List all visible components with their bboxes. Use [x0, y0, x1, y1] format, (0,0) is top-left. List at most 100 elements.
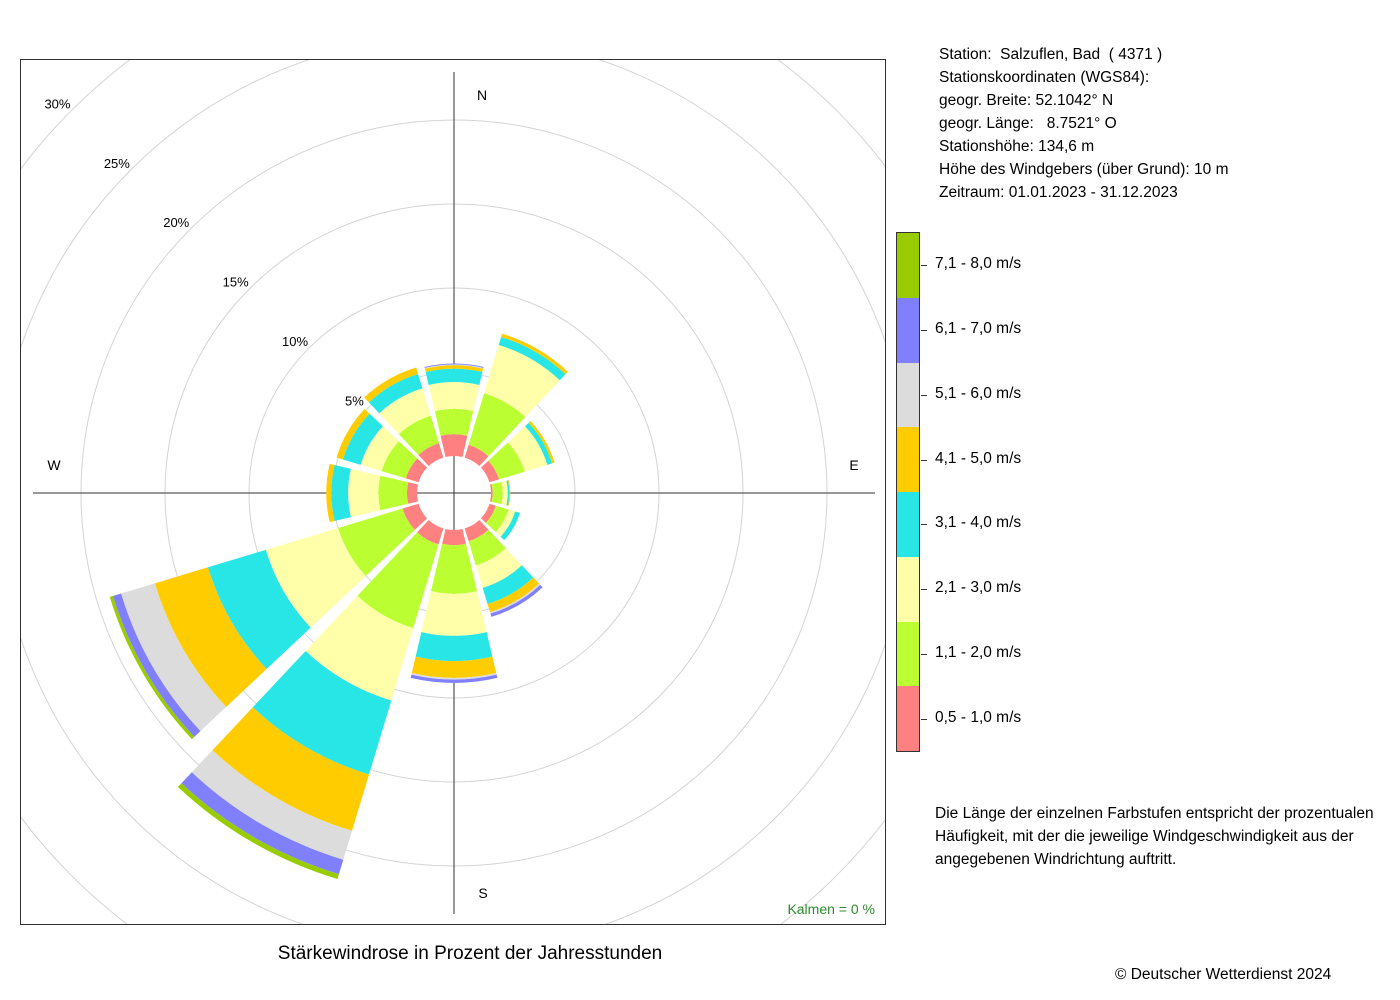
sector-210-speed-class-8 — [177, 783, 339, 880]
sector-60-speed-class-3 — [507, 426, 548, 472]
legend-swatch — [897, 556, 919, 622]
legend-label: 3,1 - 4,0 m/s — [935, 514, 1022, 532]
legend-tick — [921, 459, 927, 461]
sector-210-speed-class-5 — [212, 707, 370, 831]
sector-120-speed-class-1 — [480, 503, 496, 523]
sector-150-speed-class-4 — [482, 565, 534, 605]
sector-240-speed-class-3 — [265, 527, 366, 628]
copyright-notice: © Deutscher Wetterdienst 2024 — [1115, 966, 1332, 983]
sector-0-speed-class-4 — [425, 368, 483, 386]
sector-300-speed-class-3 — [360, 426, 399, 472]
ring-label: 5% — [345, 393, 364, 408]
legend-label: 0,5 - 1,0 m/s — [935, 708, 1022, 726]
sector-90-speed-class-4 — [506, 480, 510, 506]
sector-330-speed-class-5 — [364, 367, 419, 403]
ring-label: 10% — [282, 334, 308, 349]
sector-240-speed-class-2 — [338, 508, 415, 576]
sector-150-speed-class-5 — [487, 577, 540, 613]
sector-270-speed-class-5 — [326, 463, 335, 523]
sector-60-speed-class-5 — [528, 421, 555, 464]
legend-swatch — [897, 686, 919, 751]
legend-swatch — [897, 621, 919, 687]
sector-90-speed-class-2 — [491, 481, 503, 505]
sector-270-speed-class-3 — [348, 468, 381, 518]
sector-240-speed-class-6 — [121, 583, 227, 732]
sector-210-speed-class-6 — [191, 750, 353, 860]
station-info-line: Zeitraum: 01.01.2023 - 31.12.2023 — [939, 184, 1178, 201]
legend-label: 2,1 - 3,0 m/s — [935, 579, 1022, 597]
legend-label: 1,1 - 2,0 m/s — [935, 643, 1022, 661]
sector-240-speed-class-7 — [113, 593, 201, 737]
explanation-note-line: Die Länge der einzelnen Farbstufen entsp… — [935, 805, 1374, 822]
sector-330-speed-class-4 — [368, 373, 423, 414]
sector-330-speed-class-2 — [398, 415, 439, 456]
sector-270-speed-class-2 — [378, 475, 409, 511]
station-info-line: Station: Salzuflen, Bad ( 4371 ) — [939, 46, 1163, 63]
wind-rose-chart: 5% 10% 15% 20% 25% 30% N E S W Kalmen = 0 % — [21, 60, 885, 924]
ring-label: 30% — [44, 96, 70, 111]
legend-color-bar — [896, 232, 920, 752]
sector-120-speed-class-4 — [500, 511, 520, 541]
compass-label-n: N — [477, 87, 487, 103]
station-info-line: geogr. Breite: 52.1042° N — [939, 92, 1114, 109]
legend-tick — [921, 653, 927, 655]
sector-150-speed-class-1 — [464, 519, 489, 542]
explanation-note-line: Häufigkeit, mit der die jeweilige Windge… — [935, 828, 1354, 845]
sector-180-speed-class-5 — [411, 656, 497, 678]
sector-0-speed-class-5 — [424, 365, 484, 372]
station-info-line: Stationshöhe: 134,6 m — [939, 138, 1095, 155]
sector-90-speed-class-5 — [508, 480, 511, 506]
legend-label: 7,1 - 8,0 m/s — [935, 255, 1022, 273]
sector-240-speed-class-1 — [402, 503, 428, 530]
sector-180-speed-class-4 — [415, 632, 493, 662]
ring-label: 25% — [104, 156, 130, 171]
sector-240-speed-class-4 — [207, 549, 311, 669]
sector-30-speed-class-2 — [468, 393, 526, 457]
sector-0-speed-class-2 — [434, 408, 474, 436]
legend-swatch — [897, 492, 919, 557]
ring-label: 15% — [223, 275, 249, 290]
legend-label: 4,1 - 5,0 m/s — [935, 449, 1022, 467]
sector-270-speed-class-4 — [331, 464, 351, 522]
sector-300-speed-class-5 — [336, 409, 370, 460]
sector-60-speed-class-2 — [488, 442, 525, 480]
sector-0-speed-class-1 — [440, 434, 468, 457]
compass-label-w: W — [47, 457, 61, 473]
sector-30-speed-class-3 — [484, 344, 560, 418]
sector-210-speed-class-4 — [252, 651, 392, 775]
sector-90-speed-class-1 — [490, 484, 493, 502]
sector-30-speed-class-4 — [498, 336, 566, 381]
sector-150-speed-class-7 — [490, 584, 543, 617]
station-info-line: Höhe des Windgebers (über Grund): 10 m — [939, 161, 1229, 178]
sector-150-speed-class-3 — [475, 548, 522, 588]
sector-150-speed-class-6 — [489, 583, 541, 614]
station-info-line: geogr. Länge: 8.7521° O — [939, 115, 1117, 132]
explanation-note-line: angegebenen Windrichtung auftritt. — [935, 851, 1177, 868]
ring-label: 20% — [163, 215, 189, 230]
legend-tick — [921, 718, 927, 720]
compass-label-s: S — [478, 885, 487, 901]
sector-60-speed-class-1 — [480, 460, 500, 483]
sector-120-speed-class-2 — [485, 505, 509, 533]
legend-label: 5,1 - 6,0 m/s — [935, 384, 1022, 402]
sector-0-speed-class-7 — [424, 363, 484, 368]
legend-tick — [921, 524, 927, 526]
sector-180-speed-class-7 — [410, 674, 498, 683]
legend-swatch — [897, 427, 919, 492]
sector-120-speed-class-3 — [495, 509, 516, 537]
legend-swatch — [897, 297, 919, 363]
sector-300-speed-class-2 — [381, 441, 418, 479]
sector-210-speed-class-7 — [181, 772, 344, 875]
wind-rose-plot-frame: 5% 10% 15% 20% 25% 30% N E S W Kalmen = 0 % — [20, 59, 886, 925]
legend-tick — [921, 265, 927, 267]
legend-tick — [921, 589, 927, 591]
sector-180-speed-class-6 — [411, 672, 497, 680]
sector-30-speed-class-1 — [464, 444, 489, 467]
sector-240-speed-class-5 — [154, 567, 267, 707]
chart-title: Stärkewindrose in Prozent der Jahresstun… — [277, 943, 663, 964]
legend-label: 6,1 - 7,0 m/s — [935, 320, 1022, 338]
station-info-line: Stationskoordinaten (WGS84): — [939, 69, 1150, 86]
sector-210-speed-class-2 — [357, 532, 439, 629]
legend-swatch — [897, 362, 919, 428]
sector-330-speed-class-1 — [418, 443, 444, 467]
